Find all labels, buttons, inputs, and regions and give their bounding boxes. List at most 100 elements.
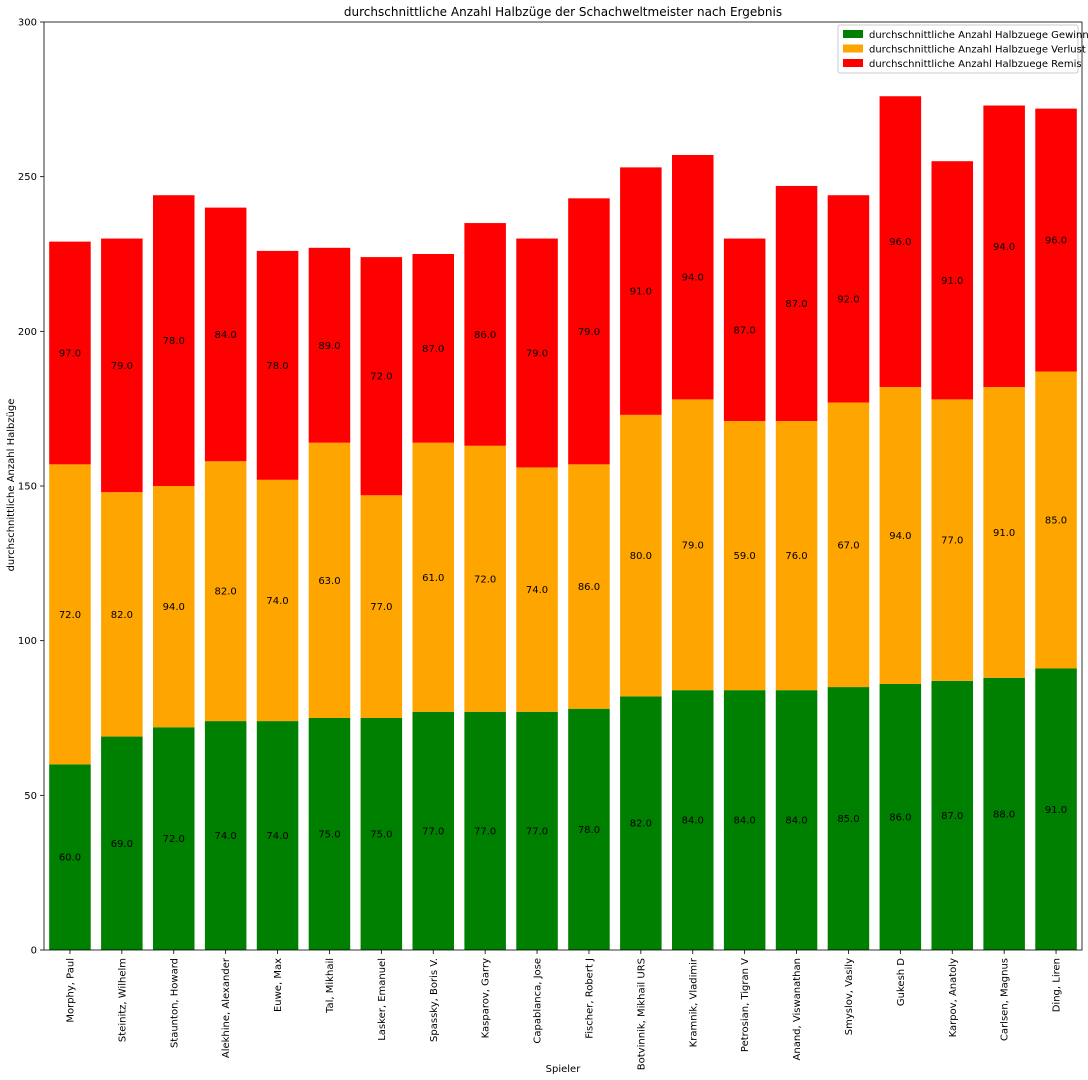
x-tick-label-7: Spassky, Boris V. <box>429 958 440 1042</box>
bar-series0-11 <box>620 696 662 950</box>
bar-series1-6 <box>360 495 403 718</box>
data-label-series0-18: 88.0 <box>993 809 1015 820</box>
data-label-series1-1: 82.0 <box>111 610 133 621</box>
y-tick-label-6: 300 <box>18 18 37 29</box>
bar-series0-15 <box>827 687 870 950</box>
bar-series2-11 <box>620 167 662 415</box>
x-tick-label-11: Botvinnik, Mikhail URS <box>636 958 647 1070</box>
data-label-series1-12: 79.0 <box>682 540 704 551</box>
bar-series2-1 <box>101 238 143 493</box>
x-tick-label-10: Fischer, Robert J <box>584 958 595 1039</box>
data-label-series0-3: 74.0 <box>215 831 237 842</box>
data-label-series2-3: 84.0 <box>215 330 237 341</box>
data-label-series1-8: 72.0 <box>474 574 496 585</box>
bar-series1-7 <box>412 442 455 712</box>
data-label-series0-14: 84.0 <box>785 816 807 827</box>
bar-series0-19 <box>1035 668 1077 950</box>
bar-series1-2 <box>152 486 195 728</box>
data-label-series0-12: 84.0 <box>682 816 704 827</box>
bar-series1-4 <box>256 479 299 722</box>
bar-series1-5 <box>308 442 351 718</box>
x-tick-label-13: Petrosian, Tigran V <box>740 958 751 1052</box>
data-label-series0-10: 78.0 <box>578 825 600 836</box>
bar-series2-3 <box>204 207 247 462</box>
data-label-series2-14: 87.0 <box>785 299 807 310</box>
bar-series1-15 <box>827 402 870 688</box>
legend-label-2: durchschnittliche Anzahl Halbzuege Remis <box>869 59 1082 70</box>
data-label-series2-12: 94.0 <box>682 273 704 284</box>
bar-series0-9 <box>516 711 558 950</box>
y-axis-label: durchschnittliche Anzahl Halbzüge <box>6 399 17 572</box>
bar-series0-13 <box>723 690 766 950</box>
x-tick-label-6: Lasker, Emanuel <box>377 958 388 1041</box>
x-tick-label-2: Staunton, Howard <box>169 958 180 1048</box>
data-label-series1-18: 91.0 <box>993 528 1015 539</box>
x-tick-label-8: Kasparov, Garry <box>481 958 492 1038</box>
bar-series2-19 <box>1035 108 1077 372</box>
x-tick-label-3: Alekhine, Alexander <box>221 957 232 1058</box>
bar-series1-8 <box>464 445 506 712</box>
data-label-series1-7: 61.0 <box>422 573 444 584</box>
bar-series0-1 <box>101 736 143 950</box>
chart-title: durchschnittliche Anzahl Halbzüge der Sc… <box>344 5 782 19</box>
x-axis-label: Spieler <box>546 1064 582 1075</box>
data-label-series1-17: 77.0 <box>941 536 963 547</box>
bar-series0-0 <box>49 764 91 950</box>
data-label-series1-13: 59.0 <box>734 551 756 562</box>
bar-series2-18 <box>983 105 1025 388</box>
bar-series2-6 <box>360 257 403 496</box>
bar-series2-16 <box>879 96 922 388</box>
bar-series0-3 <box>204 721 247 950</box>
legend-swatch-1 <box>843 44 863 53</box>
bar-series1-19 <box>1035 371 1077 669</box>
bar-series2-8 <box>464 223 506 446</box>
data-label-series0-0: 60.0 <box>59 853 81 864</box>
bar-series1-9 <box>516 467 558 712</box>
bar-series2-0 <box>49 241 91 465</box>
data-label-series1-19: 85.0 <box>1045 516 1067 527</box>
bar-series2-17 <box>931 161 974 400</box>
bar-series2-13 <box>723 238 766 422</box>
x-tick-label-17: Karpov, Anatoly <box>948 958 959 1037</box>
bar-series2-14 <box>775 185 818 422</box>
data-label-series1-11: 80.0 <box>630 551 652 562</box>
bar-series0-10 <box>568 708 610 950</box>
data-label-series2-15: 92.0 <box>837 294 859 305</box>
bar-series1-1 <box>101 492 143 737</box>
plot-frame <box>43 21 1083 951</box>
data-label-series2-7: 87.0 <box>422 344 444 355</box>
data-label-series2-13: 87.0 <box>734 325 756 336</box>
x-tick-label-18: Carlsen, Magnus <box>1000 958 1011 1041</box>
bar-series0-14 <box>775 690 818 950</box>
bar-series0-18 <box>983 677 1025 950</box>
x-tick-label-16: Gukesh D <box>896 958 907 1006</box>
y-tick-label-2: 100 <box>18 636 37 647</box>
bar-series1-14 <box>775 421 818 691</box>
data-label-series1-2: 94.0 <box>163 602 185 613</box>
data-label-series2-8: 86.0 <box>474 330 496 341</box>
data-label-series1-15: 67.0 <box>837 540 859 551</box>
data-labels-layer: 60.0 72.0 97.0 69.0 82.0 79.0 72.0 94.0 78.0 74.0… <box>59 236 1067 864</box>
y-tick-label-4: 200 <box>18 327 37 338</box>
data-label-series2-19: 96.0 <box>1045 236 1067 247</box>
bar-series0-7 <box>412 711 455 950</box>
bar-series1-12 <box>671 399 714 691</box>
data-label-series0-2: 72.0 <box>163 834 185 845</box>
legend-swatch-0 <box>843 30 863 38</box>
x-tick-label-1: Steinitz, Wilhelm <box>117 958 128 1042</box>
data-label-series0-6: 75.0 <box>370 830 392 841</box>
bar-series1-3 <box>204 461 247 722</box>
bar-series0-4 <box>256 721 299 950</box>
data-label-series1-14: 76.0 <box>785 551 807 562</box>
legend-label-1: durchschnittliche Anzahl Halbzuege Verlu… <box>869 45 1086 56</box>
data-label-series1-10: 86.0 <box>578 582 600 593</box>
data-label-series1-16: 94.0 <box>889 531 911 542</box>
data-label-series0-8: 77.0 <box>474 826 496 837</box>
bars-layer <box>49 96 1077 950</box>
data-label-series2-10: 79.0 <box>578 327 600 338</box>
bar-series0-17 <box>931 680 974 950</box>
data-label-series1-5: 63.0 <box>318 576 340 587</box>
bar-series0-5 <box>308 718 351 950</box>
bar-series0-2 <box>152 727 195 950</box>
